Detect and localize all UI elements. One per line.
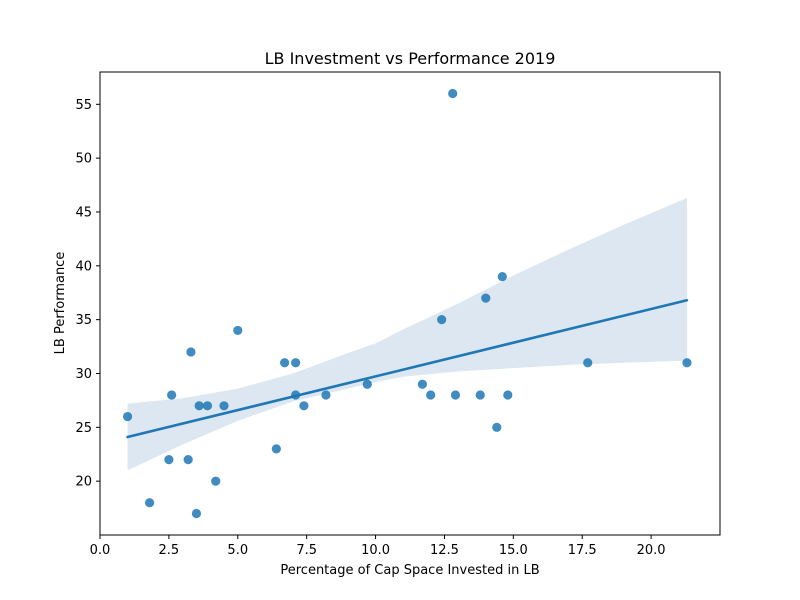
data-point bbox=[497, 271, 507, 282]
x-tick-label: 5.0 bbox=[227, 543, 248, 558]
data-point bbox=[145, 498, 155, 508]
x-axis-label: Percentage of Cap Space Invested in LB bbox=[280, 563, 539, 578]
x-tick-label: 2.5 bbox=[159, 543, 180, 558]
data-point bbox=[448, 88, 458, 99]
plot-frame bbox=[99, 71, 721, 536]
data-point bbox=[233, 325, 243, 336]
data-point bbox=[202, 401, 213, 411]
x-axis-ticks: 0.0 2.5 5.0 7.5 10.0 12.5 15.0 17.5 20.0 bbox=[90, 535, 666, 558]
y-tick-label: 55 bbox=[75, 98, 92, 113]
y-tick-label: 35 bbox=[75, 313, 92, 328]
data-point bbox=[186, 347, 196, 357]
data-point bbox=[362, 379, 372, 389]
data-point bbox=[271, 444, 281, 454]
x-tick-label: 0.0 bbox=[90, 543, 111, 558]
data-point bbox=[492, 422, 502, 432]
regression-line bbox=[126, 298, 689, 439]
data-point bbox=[299, 401, 309, 411]
x-tick-label: 17.5 bbox=[568, 543, 597, 558]
data-point bbox=[194, 401, 204, 411]
y-tick-label: 40 bbox=[75, 259, 92, 274]
data-point bbox=[167, 390, 177, 400]
y-axis-label: LB Performance bbox=[53, 252, 68, 355]
data-point bbox=[122, 411, 133, 422]
y-tick-label: 20 bbox=[75, 475, 92, 490]
data-point bbox=[321, 390, 331, 400]
data-point bbox=[426, 390, 436, 400]
data-point bbox=[503, 390, 513, 400]
x-tick-label: 10.0 bbox=[361, 543, 390, 558]
plot-area bbox=[99, 71, 721, 536]
data-point bbox=[583, 358, 593, 368]
data-point bbox=[164, 455, 174, 465]
data-point bbox=[191, 508, 202, 519]
data-point bbox=[211, 476, 221, 486]
data-point bbox=[450, 390, 461, 400]
data-point bbox=[437, 315, 447, 325]
data-point bbox=[417, 379, 427, 389]
data-point bbox=[682, 358, 692, 368]
y-tick-label: 30 bbox=[75, 367, 92, 382]
y-tick-label: 25 bbox=[75, 421, 92, 436]
data-point bbox=[481, 293, 491, 303]
chart-title: LB Investment vs Performance 2019 bbox=[265, 49, 556, 68]
y-tick-label: 45 bbox=[75, 205, 92, 220]
y-tick-label: 50 bbox=[75, 152, 92, 167]
data-point bbox=[183, 455, 193, 465]
x-tick-label: 15.0 bbox=[499, 543, 528, 558]
data-point bbox=[219, 401, 229, 411]
y-axis-ticks: 20 25 30 35 40 45 50 55 bbox=[75, 98, 100, 490]
confidence-band bbox=[127, 197, 687, 471]
data-point bbox=[475, 390, 485, 400]
data-point bbox=[280, 358, 290, 368]
data-point bbox=[291, 358, 301, 368]
x-tick-label: 12.5 bbox=[430, 543, 459, 558]
x-tick-label: 20.0 bbox=[637, 543, 666, 558]
x-tick-label: 7.5 bbox=[296, 543, 317, 558]
